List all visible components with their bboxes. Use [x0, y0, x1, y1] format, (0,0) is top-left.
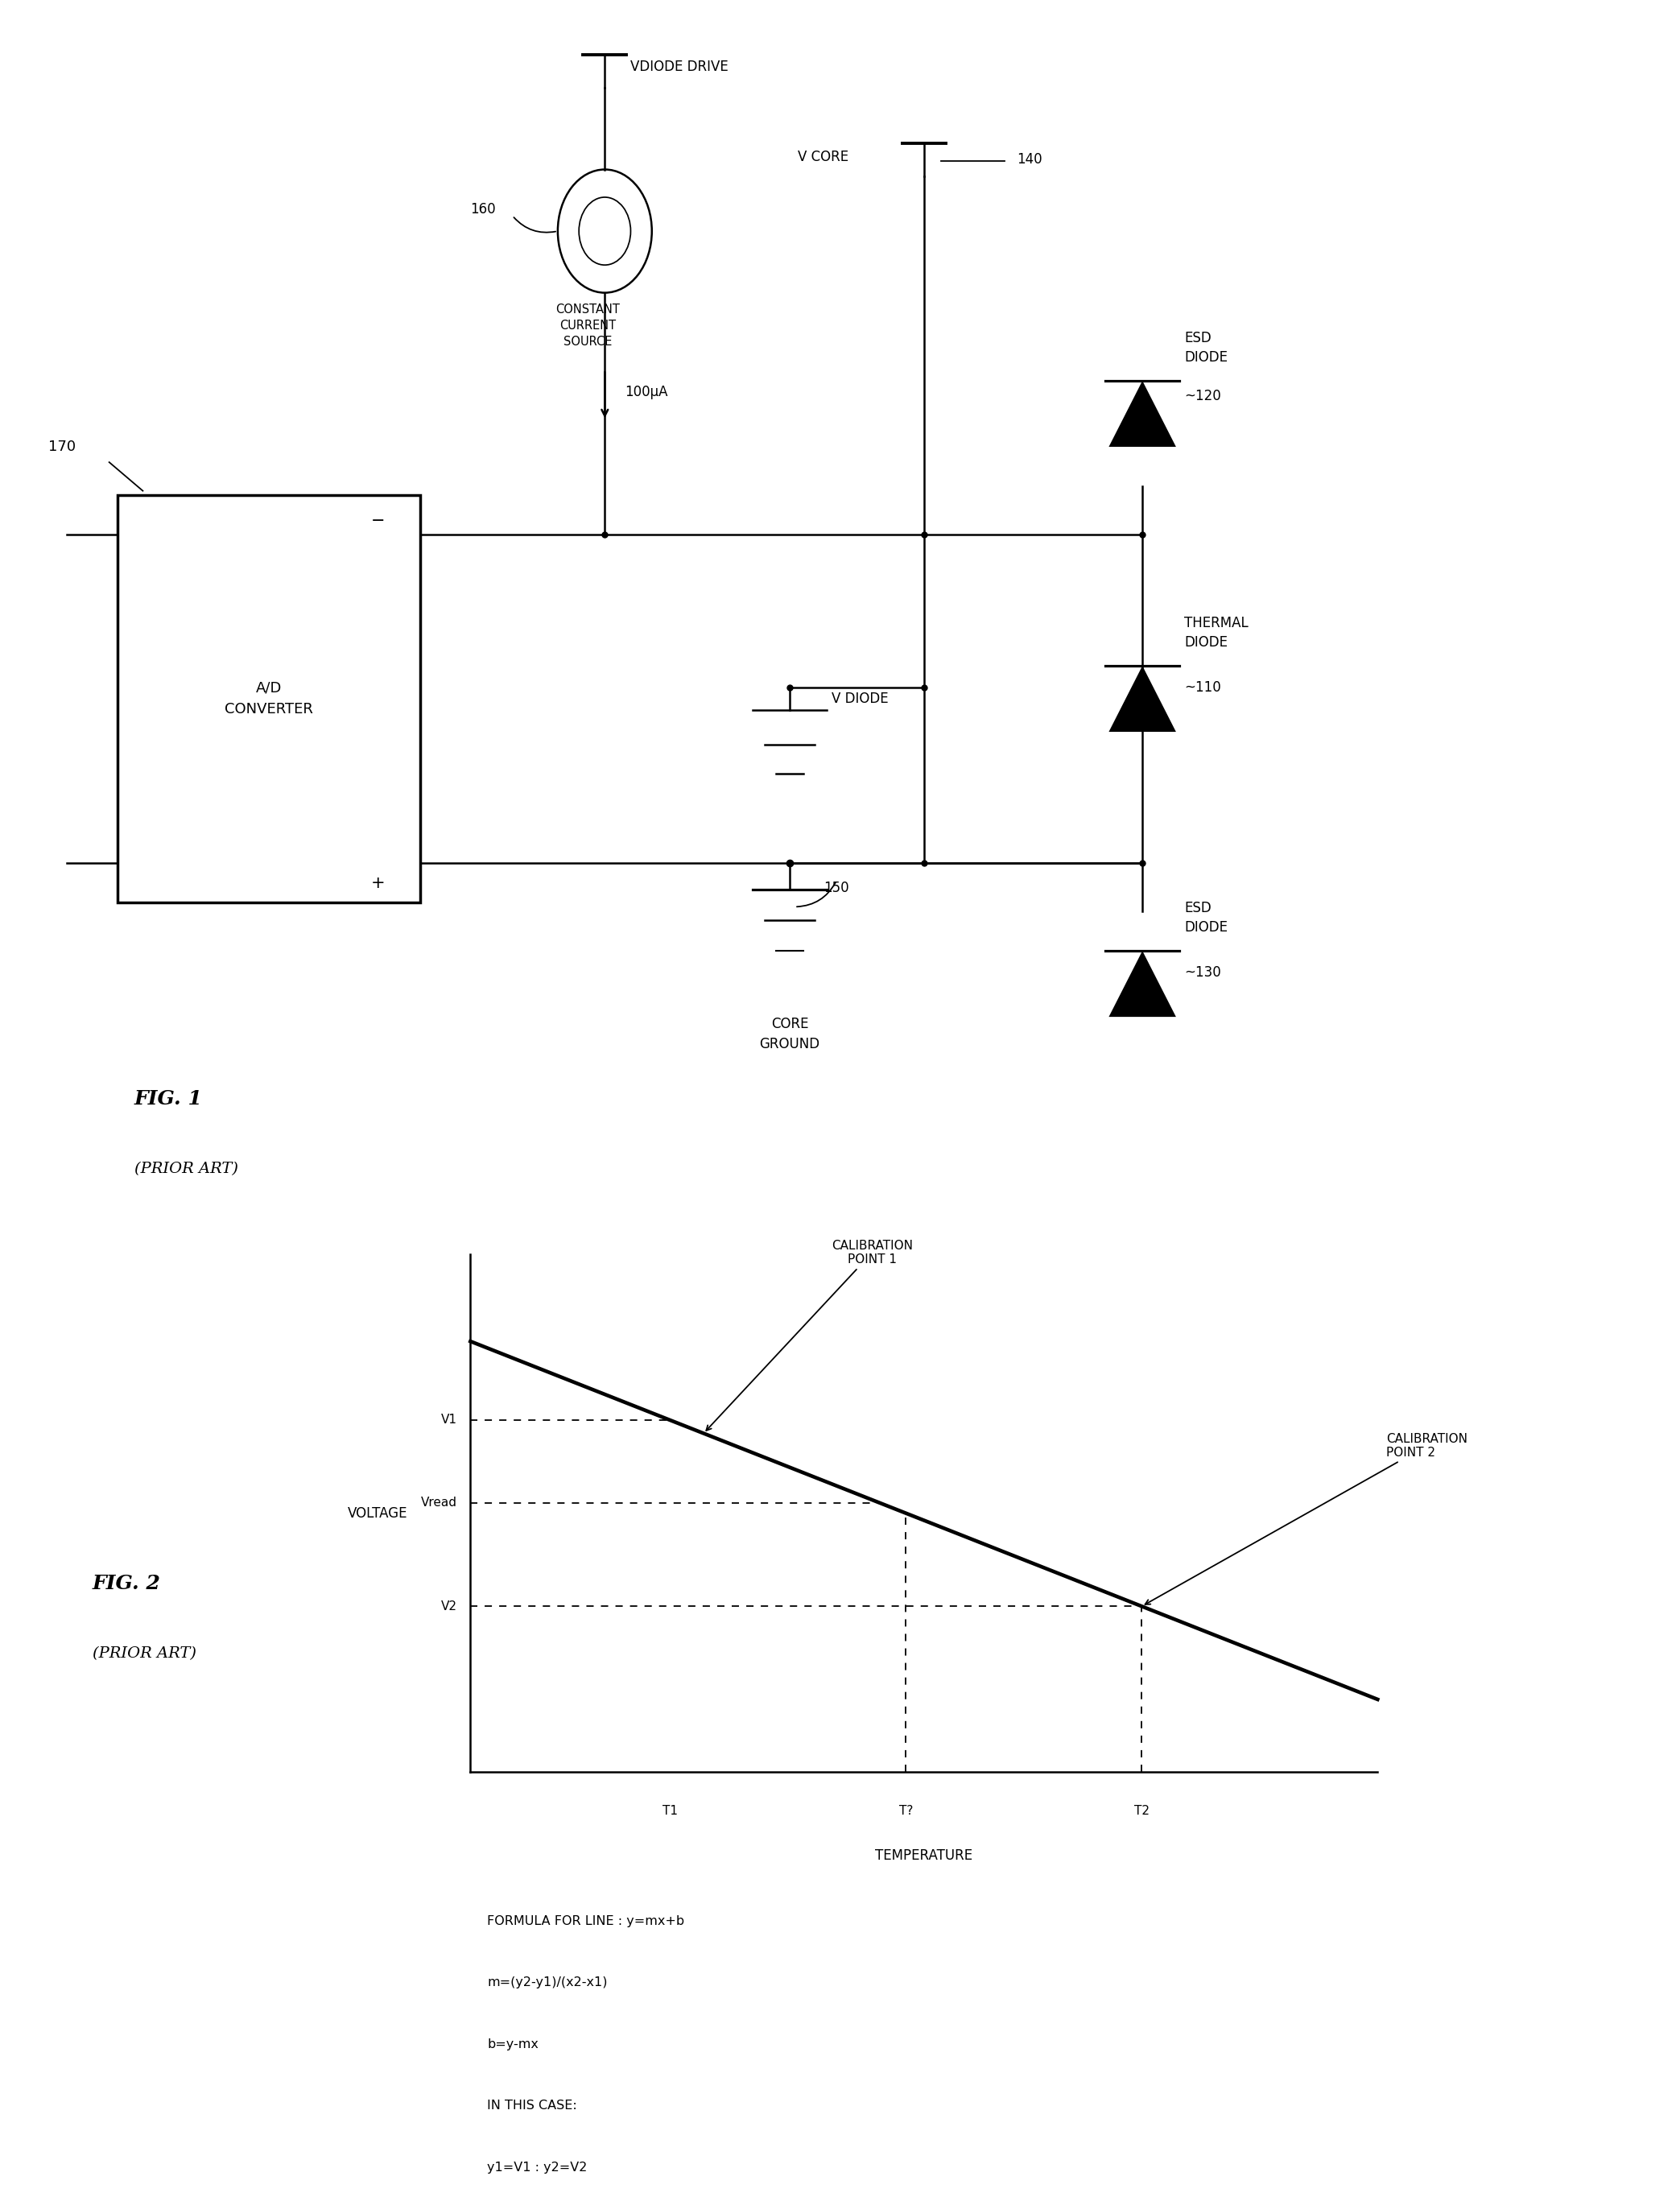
Text: IN THIS CASE:: IN THIS CASE: [487, 2100, 578, 2111]
Text: V1: V1 [440, 1413, 457, 1426]
Polygon shape [1109, 665, 1176, 731]
Text: T2: T2 [1134, 1805, 1149, 1816]
Text: −: − [371, 513, 385, 528]
Text: CALIBRATION
POINT 2: CALIBRATION POINT 2 [1146, 1433, 1467, 1605]
Text: Vread: Vread [420, 1497, 457, 1510]
Bar [118, 495, 420, 902]
Text: b=y-mx: b=y-mx [487, 2038, 539, 2049]
Text: FIG. 2: FIG. 2 [92, 1574, 161, 1594]
Text: V DIODE: V DIODE [832, 691, 889, 707]
Text: 140: 140 [1016, 152, 1042, 167]
Text: +: + [371, 876, 385, 891]
Text: T1: T1 [662, 1805, 677, 1816]
Text: ~130: ~130 [1184, 966, 1221, 979]
Text: 170: 170 [49, 440, 76, 453]
Text: FORMULA FOR LINE : y=mx+b: FORMULA FOR LINE : y=mx+b [487, 1915, 684, 1926]
Text: CORE
GROUND: CORE GROUND [759, 1017, 820, 1052]
Text: ~120: ~120 [1184, 390, 1221, 403]
Text: 160: 160 [470, 202, 496, 216]
Text: (PRIOR ART): (PRIOR ART) [134, 1162, 239, 1178]
Text: 150: 150 [823, 880, 848, 896]
Text: VOLTAGE: VOLTAGE [348, 1505, 408, 1521]
Text: (PRIOR ART): (PRIOR ART) [92, 1646, 197, 1662]
Text: ESD
DIODE: ESD DIODE [1184, 900, 1228, 935]
Text: A/D
CONVERTER: A/D CONVERTER [225, 680, 312, 718]
Polygon shape [1109, 951, 1176, 1017]
Text: y1=V1 : y2=V2: y1=V1 : y2=V2 [487, 2161, 588, 2172]
Text: THERMAL
DIODE: THERMAL DIODE [1184, 616, 1248, 649]
Text: TEMPERATURE: TEMPERATURE [875, 1849, 973, 1862]
Text: ESD
DIODE: ESD DIODE [1184, 330, 1228, 365]
Text: CONSTANT
CURRENT
SOURCE: CONSTANT CURRENT SOURCE [556, 304, 620, 348]
Text: VDIODE DRIVE: VDIODE DRIVE [630, 59, 727, 75]
Text: m=(y2-y1)/(x2-x1): m=(y2-y1)/(x2-x1) [487, 1976, 608, 1988]
Polygon shape [1109, 381, 1176, 447]
Text: T?: T? [899, 1805, 912, 1816]
Text: CALIBRATION
POINT 1: CALIBRATION POINT 1 [706, 1239, 912, 1431]
Text: 100μA: 100μA [625, 385, 669, 398]
Text: ~110: ~110 [1184, 680, 1221, 696]
Text: V CORE: V CORE [798, 150, 848, 165]
Text: V2: V2 [440, 1600, 457, 1613]
Text: FIG. 1: FIG. 1 [134, 1089, 203, 1109]
